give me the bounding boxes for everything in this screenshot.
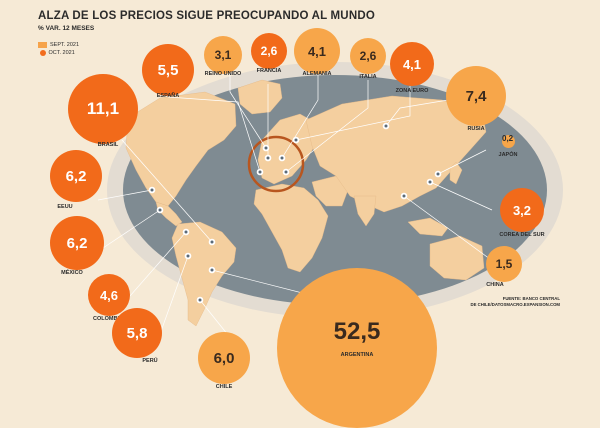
- leader-line-espana: [167, 96, 261, 173]
- infographic: ALZA DE LOS PRECIOS SIGUE PREOCUPANDO AL…: [38, 10, 563, 428]
- asia-landmass: [305, 95, 487, 213]
- bubble-mexico: 6,2: [50, 216, 104, 270]
- legend-square-icon: [38, 42, 47, 48]
- label-rusia: RUSIA: [467, 126, 485, 132]
- leader-line-peru: [159, 255, 189, 335]
- leader-line-eeuu: [97, 189, 153, 201]
- bubble-brasil: 11,1: [68, 74, 138, 144]
- bubble-value: 4,6: [99, 287, 119, 303]
- label-china: CHINA: [486, 282, 504, 288]
- legend-item-oct: OCT. 2021: [38, 50, 79, 56]
- label-italia: ITALIA: [359, 74, 377, 80]
- chart-subtitle: % VAR. 12 MESES: [38, 25, 95, 32]
- leader-line-italia: [285, 80, 369, 173]
- bubble-eeuu: 6,2: [50, 150, 102, 202]
- bubble-value: 4,1: [307, 43, 327, 59]
- leader-line-corea: [429, 181, 493, 211]
- label-corea-del-sur: COREA DEL SUR: [499, 232, 545, 238]
- label-francia: FRANCIA: [256, 68, 282, 74]
- bubble-value: 6,0: [213, 349, 235, 367]
- location-markers: [148, 122, 442, 304]
- bubble-colombia: 4,6: [88, 274, 130, 316]
- leader-line-china: [403, 195, 495, 263]
- greenland-landmass: [237, 79, 283, 115]
- bubble-rusia: 7,4: [446, 66, 506, 126]
- bubble-value: 52,5: [333, 318, 381, 345]
- label-zona-euro: ZONA EURO: [395, 88, 429, 94]
- source-note: FUENTE: BANCO CENTRAL DE CHILE/DATOSMACR…: [450, 296, 560, 308]
- south-america-landmass: [171, 221, 237, 327]
- leader-line-brasil: [121, 139, 213, 243]
- leader-line-zona-euro: [295, 86, 411, 141]
- label-espana: ESPAÑA: [156, 93, 180, 99]
- india-landmass: [353, 195, 377, 227]
- label-reino-unido: REINO UNIDO: [204, 71, 242, 77]
- bubble-value: 11,1: [86, 99, 120, 118]
- legend-label: OCT. 2021: [48, 50, 75, 56]
- bubble-espana: 5,5: [142, 44, 194, 96]
- bubble-alemania: 4,1: [294, 28, 340, 74]
- north-america-landmass: [125, 91, 237, 207]
- bubble-value: 5,5: [157, 61, 179, 79]
- bubble-value: 3,1: [214, 48, 232, 62]
- label-colombia: COLOMBIA: [93, 316, 123, 322]
- source-line: FUENTE: BANCO CENTRAL: [502, 296, 560, 301]
- southeast-asia-islands: [407, 217, 449, 237]
- bubble-value: 1,5: [495, 257, 513, 271]
- value-japon: 0,2: [502, 134, 514, 143]
- label-peru: PERÚ: [142, 358, 158, 364]
- bubble-value: 2,6: [359, 49, 377, 63]
- label-alemania: ALEMANIA: [302, 71, 332, 77]
- leader-line-mexico: [99, 209, 161, 251]
- leader-line-reino-unido: [229, 68, 267, 149]
- bubble-china: 1,5: [486, 246, 522, 282]
- australia-landmass: [429, 235, 485, 281]
- legend-item-sept: SEPT. 2021: [38, 42, 79, 48]
- leader-line-colombia: [129, 231, 187, 297]
- label-brasil: BRASIL: [97, 142, 119, 148]
- legend: SEPT. 2021 OCT. 2021: [38, 42, 79, 58]
- bubble-value: 4,1: [402, 56, 422, 72]
- bubble-value: 7,4: [465, 87, 487, 105]
- leader-line-japon: [437, 149, 487, 175]
- label-eeuu: EEUU: [57, 204, 73, 210]
- bubble-value: 5,8: [126, 324, 148, 342]
- legend-label: SEPT. 2021: [50, 42, 80, 48]
- bubble-reino-unido: 3,1: [204, 36, 242, 74]
- source-line: DE CHILE/DATOSMACRO.EXPANSION.COM: [470, 302, 560, 307]
- bubble-peru: 5,8: [112, 308, 162, 358]
- leader-line-rusia: [385, 99, 449, 127]
- bubble-argentina: 52,5: [277, 268, 437, 428]
- europe-highlight-circle: [247, 135, 305, 193]
- label-chile: CHILE: [215, 384, 233, 390]
- world-map: [97, 62, 563, 341]
- bubble-italia: 2,6: [350, 38, 386, 74]
- bubble-value: 6,2: [66, 234, 88, 252]
- label-argentina: ARGENTINA: [340, 352, 374, 358]
- japan-landmass: [449, 161, 463, 185]
- bubble-value: 3,2: [512, 202, 532, 218]
- bubble-japon: [502, 135, 515, 148]
- bubble-value: 2,6: [260, 44, 278, 58]
- legend-dot-icon: [39, 50, 46, 56]
- bubble-value: 6,2: [65, 167, 87, 185]
- bubble-zona-euro: 4,1: [390, 42, 434, 86]
- label-mexico: MÉXICO: [61, 270, 83, 276]
- label-japon: JAPÓN: [498, 152, 518, 158]
- africa-landmass: [253, 183, 329, 273]
- bubble-francia: 2,6: [251, 33, 287, 69]
- bubble-corea-del-sur: 3,2: [500, 188, 544, 232]
- chart-title: ALZA DE LOS PRECIOS SIGUE PREOCUPANDO AL…: [38, 10, 375, 22]
- bubble-chile: 6,0: [198, 332, 250, 384]
